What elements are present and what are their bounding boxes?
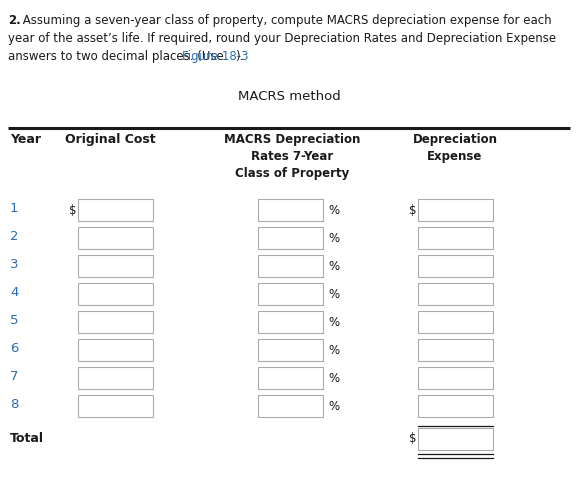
FancyBboxPatch shape (78, 395, 153, 417)
Text: answers to two decimal places. (Use: answers to two decimal places. (Use (8, 50, 228, 63)
FancyBboxPatch shape (78, 311, 153, 333)
FancyBboxPatch shape (258, 283, 323, 305)
Text: Original Cost: Original Cost (65, 133, 155, 146)
Text: %: % (328, 344, 339, 357)
Text: Total: Total (10, 432, 44, 445)
FancyBboxPatch shape (258, 199, 323, 221)
Text: $: $ (409, 203, 417, 216)
FancyBboxPatch shape (78, 227, 153, 249)
Text: 4: 4 (10, 286, 18, 299)
Text: %: % (328, 231, 339, 244)
Text: $: $ (409, 432, 417, 445)
FancyBboxPatch shape (258, 339, 323, 361)
Text: Assuming a seven-year class of property, compute MACRS depreciation expense for : Assuming a seven-year class of property,… (19, 14, 551, 27)
Text: %: % (328, 372, 339, 385)
FancyBboxPatch shape (418, 395, 493, 417)
Text: 5: 5 (10, 314, 18, 327)
FancyBboxPatch shape (418, 339, 493, 361)
Text: $: $ (69, 203, 76, 216)
FancyBboxPatch shape (78, 339, 153, 361)
FancyBboxPatch shape (258, 367, 323, 389)
Text: %: % (328, 316, 339, 329)
Text: 2: 2 (10, 230, 18, 243)
Text: Figure 18-3: Figure 18-3 (181, 50, 248, 63)
Text: %: % (328, 259, 339, 272)
Text: 7: 7 (10, 371, 18, 384)
FancyBboxPatch shape (258, 311, 323, 333)
Text: 2.: 2. (8, 14, 21, 27)
FancyBboxPatch shape (418, 227, 493, 249)
Text: MACRS Depreciation
Rates 7-Year
Class of Property: MACRS Depreciation Rates 7-Year Class of… (224, 133, 360, 180)
Text: Depreciation
Expense: Depreciation Expense (413, 133, 498, 163)
Text: year of the asset’s life. If required, round your Depreciation Rates and Depreci: year of the asset’s life. If required, r… (8, 32, 556, 45)
FancyBboxPatch shape (418, 428, 493, 450)
FancyBboxPatch shape (258, 395, 323, 417)
FancyBboxPatch shape (418, 283, 493, 305)
FancyBboxPatch shape (418, 255, 493, 277)
Text: 1: 1 (10, 202, 18, 215)
FancyBboxPatch shape (258, 227, 323, 249)
FancyBboxPatch shape (418, 199, 493, 221)
Text: 3: 3 (10, 258, 18, 271)
FancyBboxPatch shape (78, 283, 153, 305)
FancyBboxPatch shape (78, 367, 153, 389)
Text: 8: 8 (10, 399, 18, 412)
Text: %: % (328, 400, 339, 413)
FancyBboxPatch shape (418, 367, 493, 389)
Text: MACRS method: MACRS method (238, 90, 340, 103)
FancyBboxPatch shape (78, 255, 153, 277)
Text: %: % (328, 287, 339, 300)
Text: %: % (328, 203, 339, 216)
FancyBboxPatch shape (258, 255, 323, 277)
FancyBboxPatch shape (78, 199, 153, 221)
Text: 6: 6 (10, 343, 18, 356)
Text: Year: Year (10, 133, 41, 146)
Text: ).: ). (235, 50, 243, 63)
FancyBboxPatch shape (418, 311, 493, 333)
